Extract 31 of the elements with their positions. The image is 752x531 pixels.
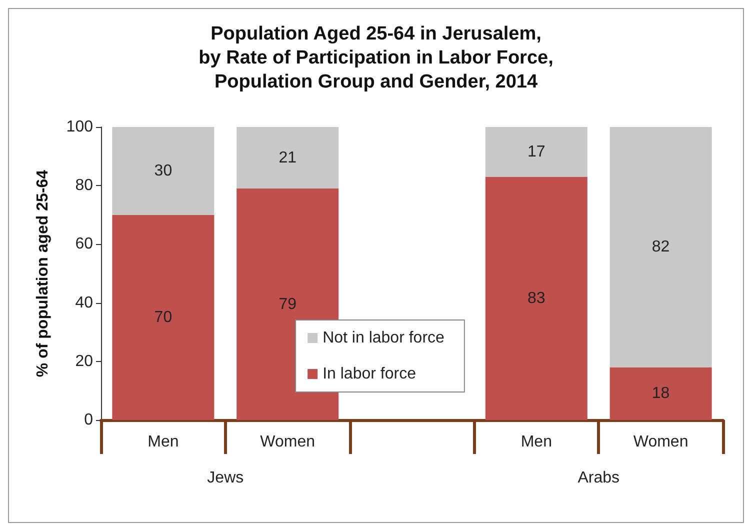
data-label: 79 xyxy=(278,296,297,313)
data-label: 82 xyxy=(652,238,670,256)
y-tick-label: 20 xyxy=(75,352,94,370)
bar xyxy=(112,214,214,420)
y-axis-title: % of population aged 25-64 xyxy=(34,170,52,378)
data-label: 83 xyxy=(528,290,546,307)
legend-label: Not in labor force xyxy=(322,330,445,346)
data-label: 70 xyxy=(154,308,172,326)
data-label: 17 xyxy=(528,143,546,160)
y-tick-label: 100 xyxy=(66,118,94,136)
text: Arabs xyxy=(578,470,620,486)
chart-title: Population Aged 25-64 in Jerusalem, by Rate of Participation in Labor Force, Population Group and Gender, 2014 xyxy=(198,24,554,92)
x-tick-label: Men xyxy=(520,434,552,450)
bar xyxy=(485,176,588,420)
bar xyxy=(610,367,712,420)
y-tick-label: 80 xyxy=(75,177,94,194)
x-tick-label: Men xyxy=(148,434,179,450)
legend-label: In labor force xyxy=(322,366,416,382)
data-label: 21 xyxy=(278,149,297,166)
y-tick-label: 40 xyxy=(75,294,94,312)
text: Jews xyxy=(207,470,244,486)
data-label: 30 xyxy=(154,162,172,180)
y-tick-label: 0 xyxy=(84,412,94,428)
bar xyxy=(112,127,214,215)
y-tick-label: 60 xyxy=(75,236,94,253)
data-label: 18 xyxy=(652,385,670,402)
x-tick-label: Women xyxy=(260,434,316,450)
bar xyxy=(485,127,588,177)
bar xyxy=(236,127,339,189)
bar xyxy=(610,127,712,368)
x-tick-label: Women xyxy=(633,434,688,450)
